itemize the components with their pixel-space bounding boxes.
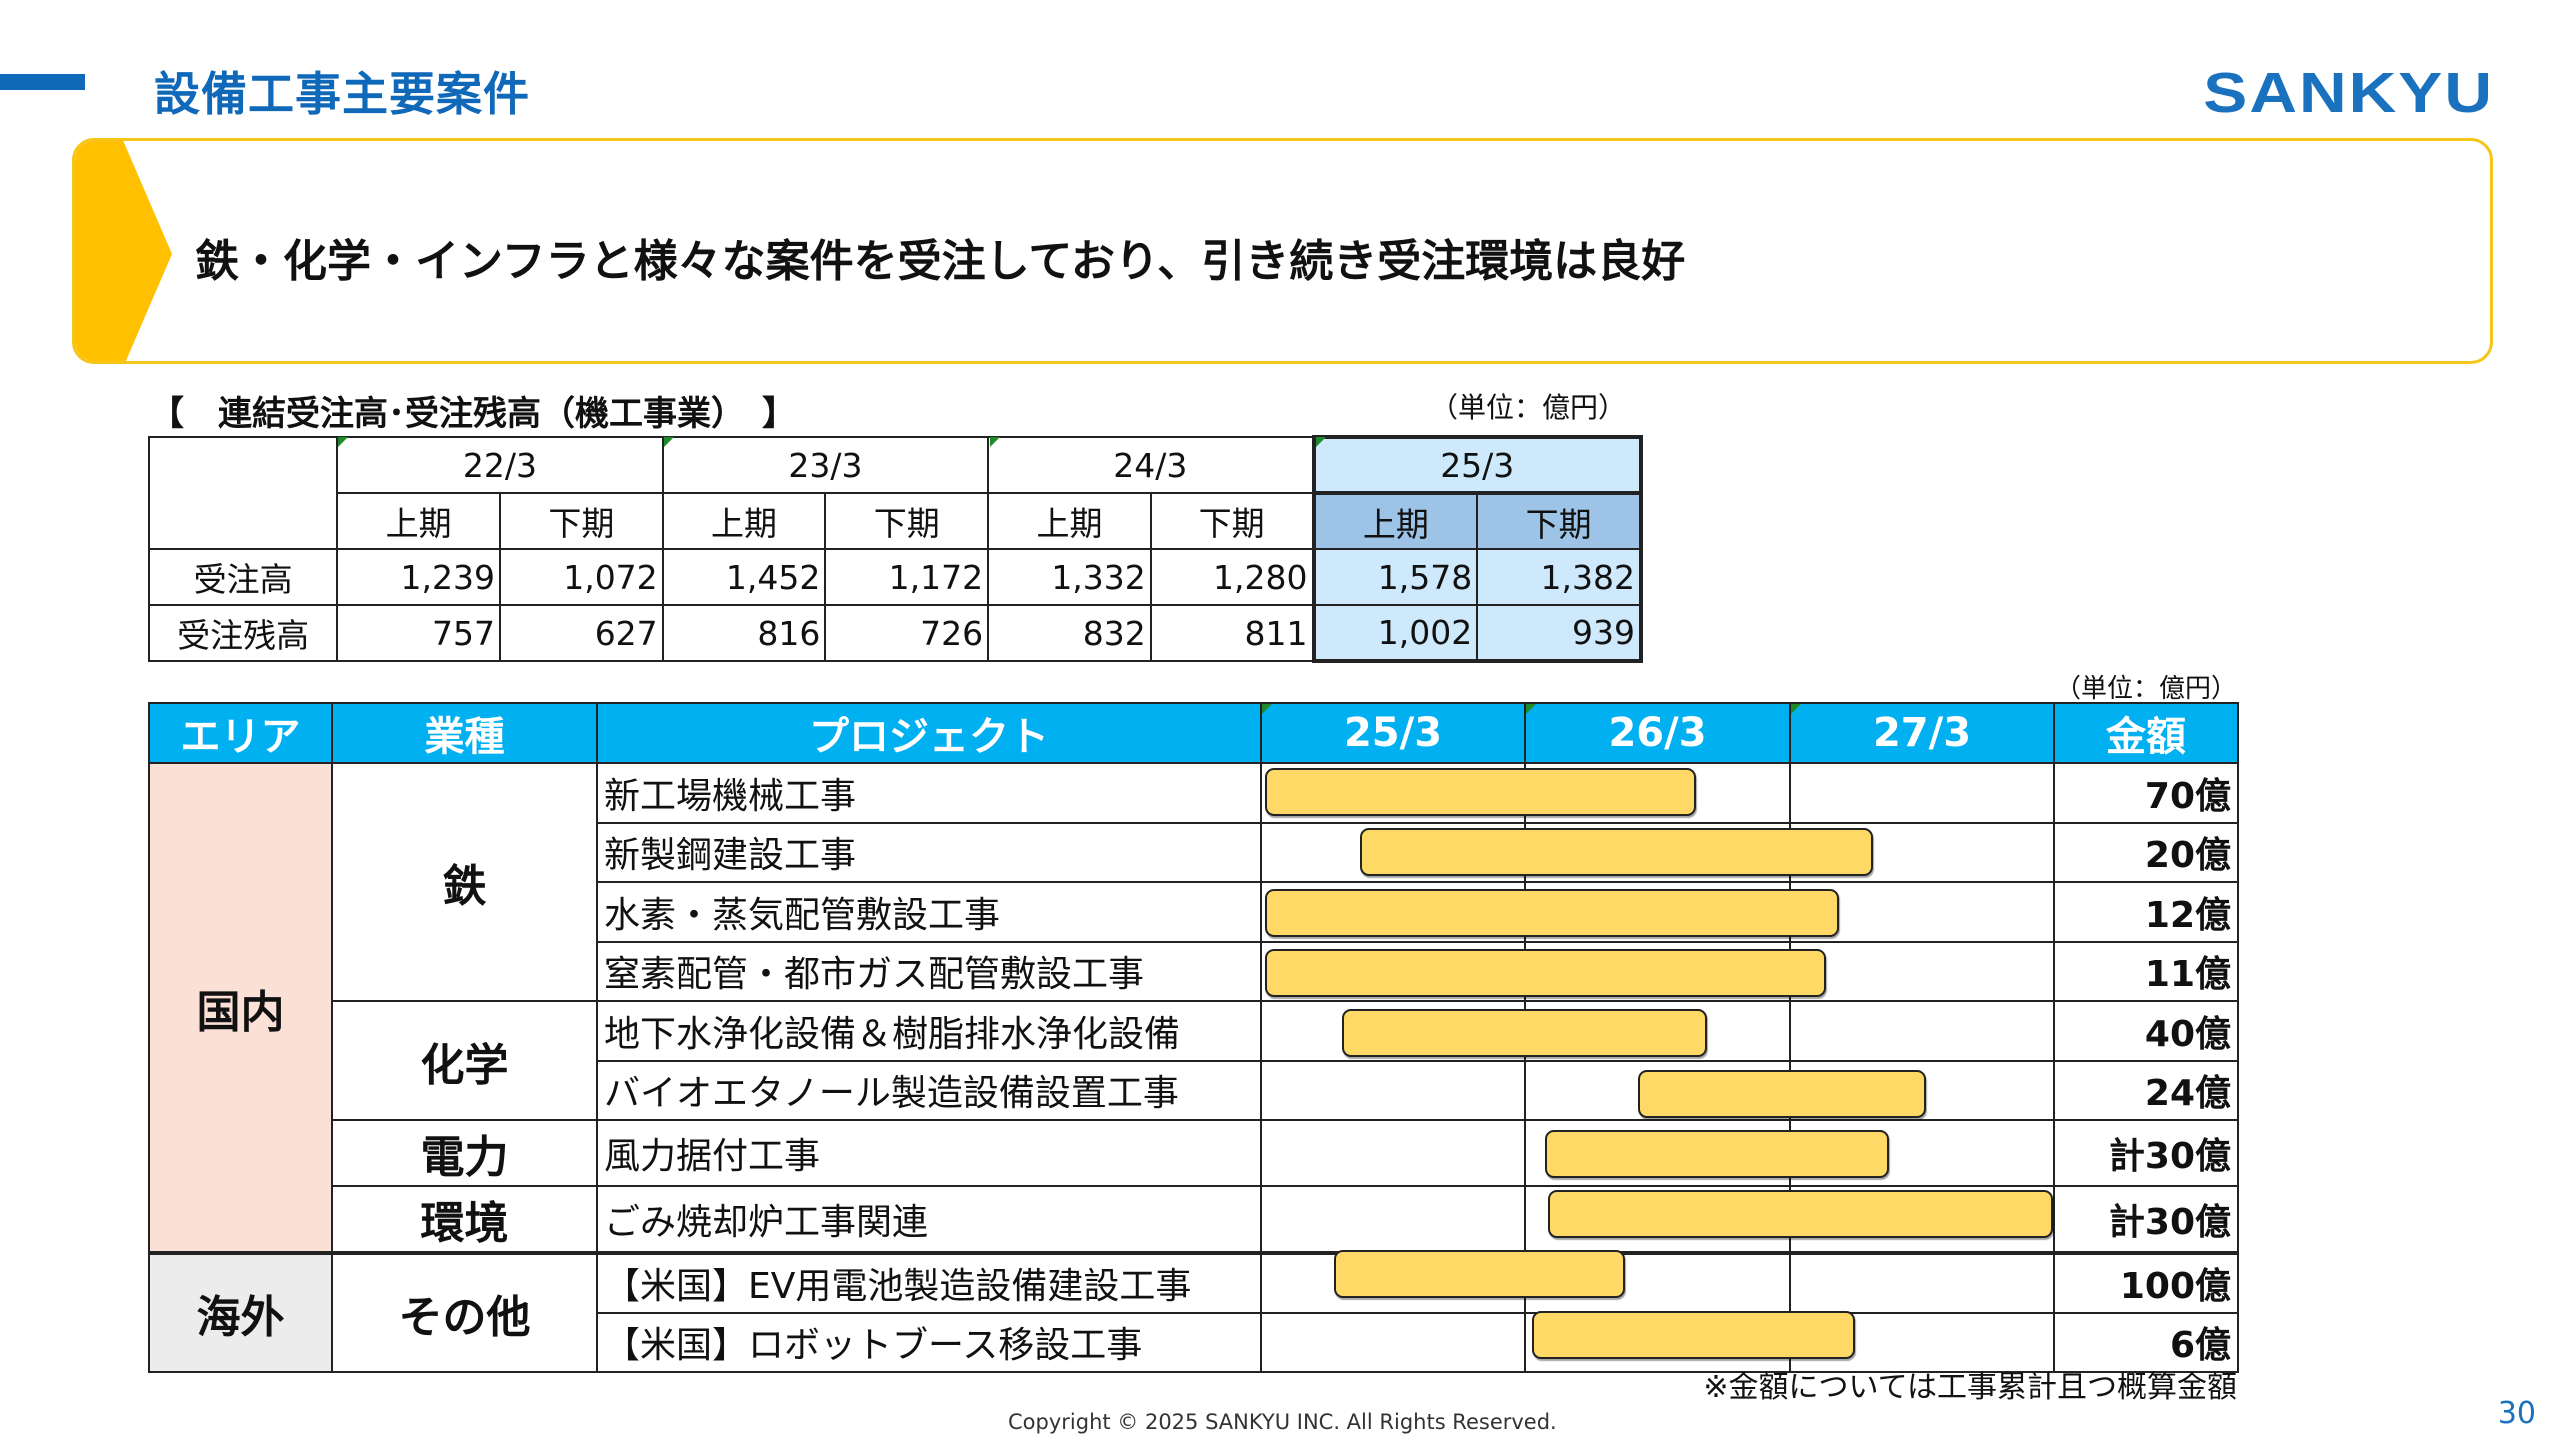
value-cell: 1,452	[661, 548, 827, 606]
project-amount: 計30億	[2053, 1185, 2239, 1254]
half-header-highlight: 上期	[1311, 492, 1479, 550]
header-period-27: 27/3	[1789, 702, 2055, 764]
value-cell: 832	[987, 604, 1152, 662]
year-header: 23/3	[661, 436, 990, 494]
industry-power: 電力	[331, 1119, 598, 1187]
value-cell-highlight: 1,002	[1311, 604, 1479, 663]
table-row: 受注残高 757 627 816 726 832 811 1,002 939	[147, 604, 1643, 663]
half-header: 上期	[336, 492, 501, 550]
project-name: 窒素配管・都市ガス配管敷設工事	[596, 940, 1262, 1002]
header-amount: 金額	[2053, 702, 2239, 764]
cell-marker-icon	[1262, 704, 1272, 714]
project-amount: 11億	[2053, 940, 2239, 1002]
project-amount: 計30億	[2053, 1119, 2239, 1187]
project-amount: 40億	[2053, 1000, 2239, 1062]
header-area: エリア	[148, 702, 333, 764]
industry-environment: 環境	[331, 1185, 598, 1254]
cell-marker-icon	[338, 437, 348, 447]
value-cell: 726	[824, 604, 990, 662]
value-cell-highlight: 1,382	[1476, 548, 1643, 606]
orders-unit-label: （単位：億円）	[1430, 391, 1627, 424]
row-label: 受注残高	[147, 604, 339, 662]
cell-marker-icon	[1526, 704, 1536, 714]
table-row: 国内 鉄 新工場機械工事 70億	[148, 762, 2239, 1254]
project-name: 地下水浄化設備＆樹脂排水浄化設備	[596, 1000, 1262, 1062]
summary-banner: 鉄・化学・インフラと様々な案件を受注しており、引き続き受注環境は良好	[72, 138, 2493, 364]
value-cell: 1,172	[824, 548, 990, 606]
value-cell: 1,332	[987, 548, 1152, 606]
title-accent-bar	[0, 74, 85, 90]
project-name: 新製鋼建設工事	[596, 821, 1262, 883]
value-cell: 627	[498, 604, 664, 662]
project-name: 【米国】ロボットブース移設工事	[596, 1311, 1262, 1373]
header-industry: 業種	[331, 702, 598, 764]
project-name: ごみ焼却炉工事関連	[596, 1185, 1262, 1254]
half-header: 下期	[498, 492, 664, 550]
project-amount: 6億	[2053, 1311, 2239, 1373]
value-cell: 811	[1149, 604, 1315, 662]
table-row: 【米国】ロボットブース移設工事 6億	[149, 1311, 2239, 1373]
page-number: 30	[2497, 1396, 2536, 1431]
value-cell: 816	[661, 604, 827, 662]
half-header: 上期	[987, 492, 1152, 550]
header-period-25: 25/3	[1260, 702, 1526, 764]
half-header: 下期	[824, 492, 990, 550]
sankyu-logo: SANKYU	[2203, 60, 2494, 124]
project-name: バイオエタノール製造設備設置工事	[596, 1059, 1262, 1121]
table-row: 環境 ごみ焼却炉工事関連 計30億	[149, 1185, 2239, 1254]
cell-marker-icon	[664, 437, 674, 447]
table-row: 海外 その他 【米国】EV用電池製造設備建設工事 100億	[148, 1251, 2239, 1373]
cell-marker-icon	[1791, 704, 1801, 714]
project-name: 水素・蒸気配管敷設工事	[596, 881, 1262, 943]
project-amount: 12億	[2053, 881, 2239, 943]
project-amount: 20億	[2053, 821, 2239, 883]
table-row: 電力 風力据付工事 計30億	[149, 1119, 2239, 1187]
value-cell-highlight: 939	[1476, 604, 1643, 663]
project-name: 【米国】EV用電池製造設備建設工事	[596, 1251, 1262, 1314]
project-name: 風力据付工事	[596, 1119, 1262, 1187]
value-cell: 1,280	[1149, 548, 1315, 606]
value-cell: 1,072	[498, 548, 664, 606]
amount-footnote: ※金額については工事累計且つ概算金額	[1703, 1370, 2237, 1405]
half-header-highlight: 下期	[1476, 492, 1643, 550]
projects-unit-label: （単位：億円）	[2055, 674, 2238, 704]
value-cell: 757	[336, 604, 501, 662]
banner-text: 鉄・化学・インフラと様々な案件を受注しており、引き続き受注環境は良好	[195, 236, 1686, 287]
year-header-highlight: 25/3	[1311, 435, 1643, 495]
orders-table: 22/3 23/3 24/3 25/3 上期 下期 上期 下期 上期 下期 上期…	[147, 435, 1643, 663]
header-project: プロジェクト	[596, 702, 1262, 764]
area-overseas: 海外	[148, 1251, 333, 1373]
industry-steel: 鉄	[331, 762, 598, 1002]
copyright: Copyright © 2025 SANKYU INC. All Rights …	[1008, 1410, 1557, 1434]
page-title: 設備工事主要案件	[154, 67, 530, 121]
half-header: 下期	[1149, 492, 1315, 550]
project-amount: 100億	[2053, 1251, 2239, 1314]
value-cell: 1,239	[336, 548, 501, 606]
orders-corner-cell	[147, 436, 339, 550]
table-row: 受注高 1,239 1,072 1,452 1,172 1,332 1,280 …	[147, 548, 1643, 606]
project-name: 新工場機械工事	[596, 762, 1262, 824]
projects-table: エリア 業種 プロジェクト 25/3 26/3 27/3 金額 国内 鉄 新工場…	[148, 702, 2239, 1373]
industry-chemical: 化学	[331, 1000, 598, 1121]
row-label: 受注高	[147, 548, 339, 606]
project-amount: 70億	[2053, 762, 2239, 824]
value-cell-highlight: 1,578	[1311, 548, 1479, 606]
banner-chevron-icon	[75, 141, 172, 361]
header-period-26: 26/3	[1524, 702, 1791, 764]
area-domestic: 国内	[148, 762, 333, 1254]
cell-marker-icon	[1316, 437, 1326, 447]
half-header: 上期	[661, 492, 827, 550]
orders-heading: 【 連結受注高･受注残高（機工事業） 】	[150, 394, 796, 434]
year-header: 22/3	[336, 436, 664, 494]
table-row: 化学 地下水浄化設備＆樹脂排水浄化設備 40億	[149, 1000, 2239, 1121]
project-amount: 24億	[2053, 1059, 2239, 1121]
year-header: 24/3	[987, 436, 1315, 494]
industry-other: その他	[331, 1251, 598, 1373]
cell-marker-icon	[990, 437, 1000, 447]
